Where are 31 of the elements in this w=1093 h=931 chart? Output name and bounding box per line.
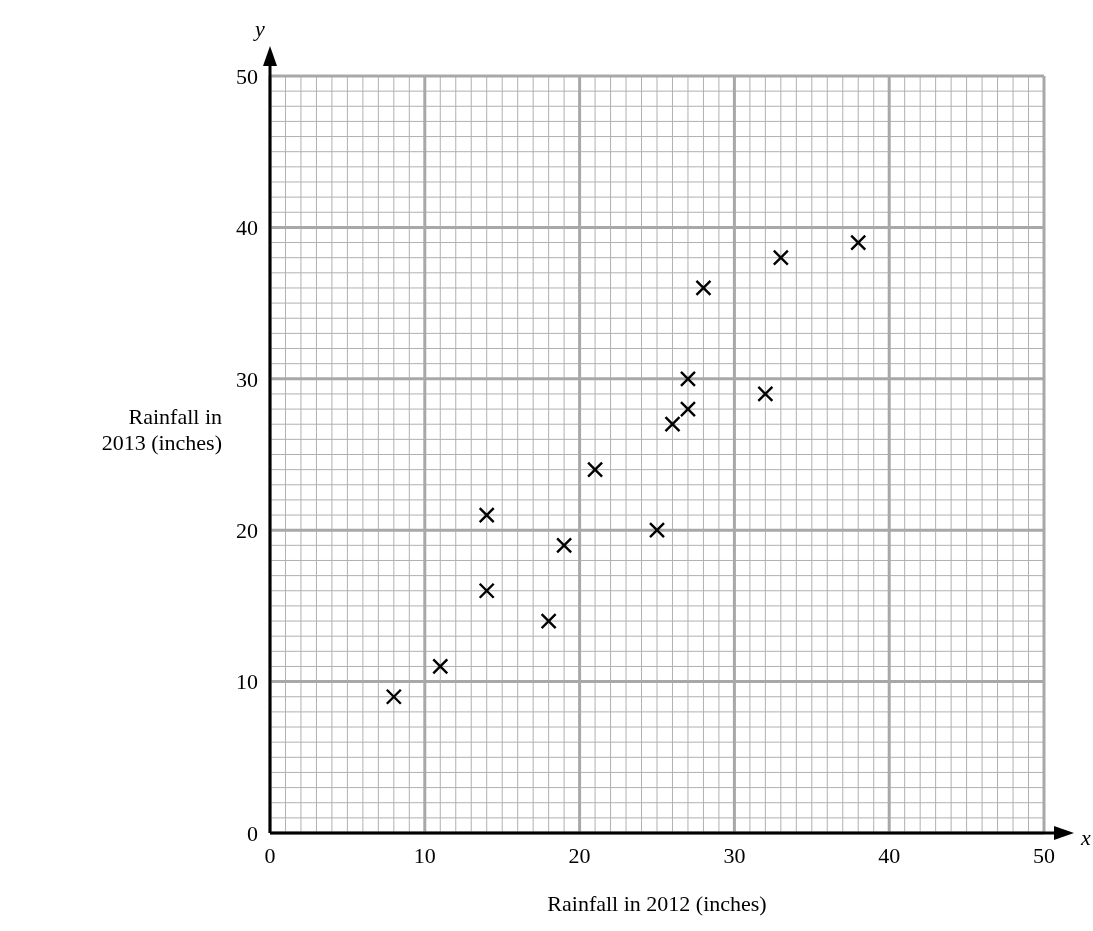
y-tick-label: 20	[236, 517, 258, 543]
x-tick-label: 0	[264, 843, 276, 868]
point	[385, 688, 403, 705]
y-tick-label: 40	[236, 215, 258, 241]
x-tick-label: 10	[413, 843, 436, 868]
x-tick-label: 30	[723, 843, 746, 868]
point	[850, 234, 867, 251]
point	[648, 522, 666, 539]
x-tick-label: 50	[1033, 843, 1055, 868]
y-tick-label: 10	[236, 669, 258, 695]
y-axis-title: Rainfall in 2013 (inches)	[101, 404, 222, 456]
x-tick-label: 20	[568, 843, 591, 868]
point	[772, 249, 790, 266]
point	[478, 506, 495, 524]
y-tick-label: 30	[236, 366, 258, 392]
point	[478, 582, 495, 599]
x-tick-label: 40	[878, 843, 901, 868]
text: y	[253, 16, 266, 41]
point	[679, 400, 697, 418]
point	[679, 370, 697, 387]
text: x	[1080, 825, 1092, 850]
point	[586, 461, 604, 478]
point	[695, 279, 712, 297]
y-tick-label: 0	[247, 820, 258, 846]
y-tick-label: 50	[236, 63, 258, 89]
point	[664, 416, 681, 433]
point	[555, 537, 573, 554]
point	[540, 612, 557, 630]
x-axis-title: Rainfall in 2012 (inches)	[547, 891, 767, 916]
point	[757, 385, 774, 403]
point	[432, 658, 449, 675]
